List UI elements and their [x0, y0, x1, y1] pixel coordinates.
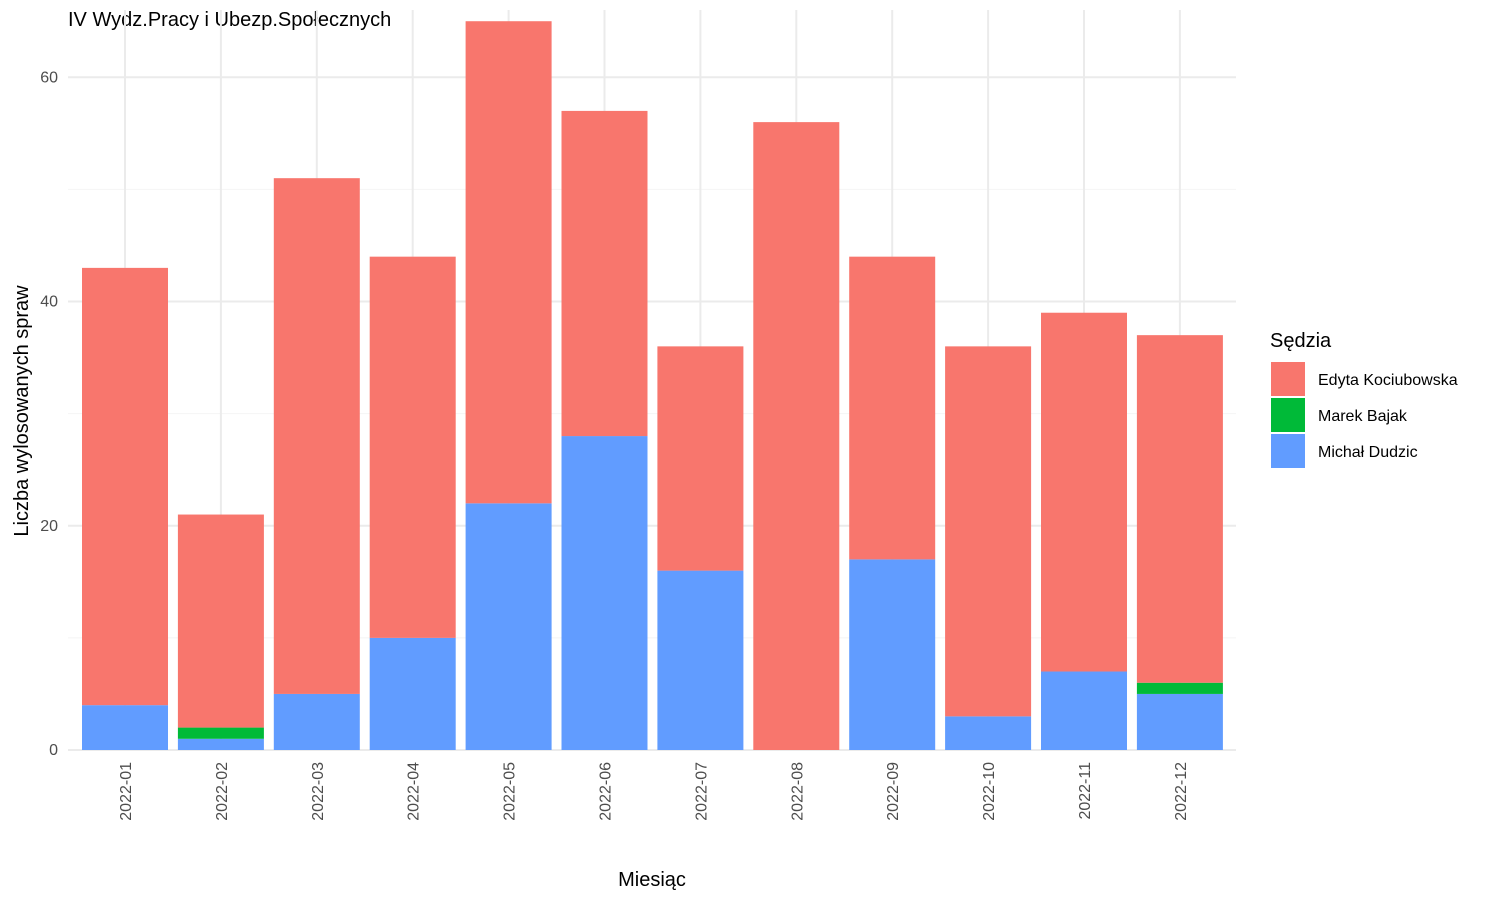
- bar-micha-dudzic-2022-12: [1136, 693, 1223, 750]
- legend-label: Michał Dudzic: [1318, 444, 1418, 461]
- y-axis-ticks: 0 20 40 60: [40, 69, 58, 759]
- x-axis-label: Miesiąc: [618, 869, 686, 891]
- x-tick-label: 2022-01: [118, 762, 135, 821]
- x-axis-ticks: 2022-01 2022-02 2022-03 2022-04 2022-05 2022-…: [118, 762, 1190, 821]
- x-tick-label: 2022-07: [693, 762, 710, 821]
- legend-key: [1271, 362, 1305, 396]
- y-tick-label: 20: [40, 518, 58, 535]
- bar-micha-dudzic-2022-01: [82, 705, 168, 750]
- bar-micha-dudzic-2022-02: [177, 738, 264, 750]
- bar-edyta-kociubowska-2022-01: [82, 267, 168, 706]
- bar-edyta-kociubowska-2022-07: [657, 346, 744, 571]
- bar-micha-dudzic-2022-03: [273, 693, 360, 750]
- x-tick-label: 2022-12: [1173, 762, 1190, 821]
- bar-marek-bajak-2022-02: [177, 727, 264, 739]
- legend-label: Edyta Kociubowska: [1318, 372, 1458, 389]
- bar-micha-dudzic-2022-07: [657, 570, 744, 750]
- bar-edyta-kociubowska-2022-10: [945, 346, 1032, 717]
- x-tick-label: 2022-06: [598, 762, 615, 821]
- bar-micha-dudzic-2022-09: [849, 559, 936, 750]
- bar-edyta-kociubowska-2022-05: [465, 21, 552, 504]
- legend-label: Marek Bajak: [1318, 408, 1408, 425]
- x-tick-label: 2022-02: [214, 762, 231, 821]
- legend-title: Sędzia: [1270, 330, 1332, 352]
- y-tick-label: 40: [40, 294, 58, 311]
- y-tick-label: 60: [40, 69, 58, 86]
- chart-title: IV Wydz.Pracy i Ubezp.Społecznych: [68, 9, 391, 31]
- bar-micha-dudzic-2022-06: [561, 436, 648, 750]
- bar-edyta-kociubowska-2022-08: [753, 122, 840, 750]
- y-axis-label: Liczba wylosowanych spraw: [11, 285, 33, 537]
- bar-micha-dudzic-2022-10: [945, 716, 1032, 750]
- x-tick-label: 2022-03: [310, 762, 327, 821]
- x-tick-label: 2022-09: [885, 762, 902, 821]
- legend: Sędzia Edyta Kociubowska Marek Bajak Micha…: [1270, 330, 1458, 468]
- bar-edyta-kociubowska-2022-12: [1136, 335, 1223, 683]
- bar-micha-dudzic-2022-04: [369, 637, 456, 750]
- x-tick-label: 2022-11: [1077, 762, 1094, 820]
- bar-marek-bajak-2022-12: [1136, 682, 1223, 694]
- x-tick-label: 2022-05: [502, 762, 519, 821]
- bar-edyta-kociubowska-2022-04: [369, 256, 456, 638]
- x-tick-label: 2022-04: [406, 762, 423, 821]
- bar-micha-dudzic-2022-11: [1041, 671, 1127, 750]
- bar-edyta-kociubowska-2022-02: [177, 514, 264, 728]
- legend-key: [1271, 434, 1305, 468]
- y-tick-label: 0: [49, 742, 58, 759]
- x-tick-label: 2022-10: [981, 762, 998, 821]
- bars: [82, 21, 1223, 750]
- x-tick-label: 2022-08: [789, 762, 806, 821]
- bar-edyta-kociubowska-2022-03: [273, 178, 360, 694]
- legend-key: [1271, 398, 1305, 432]
- bar-edyta-kociubowska-2022-09: [849, 256, 936, 560]
- bar-micha-dudzic-2022-05: [465, 503, 552, 750]
- bar-edyta-kociubowska-2022-11: [1041, 312, 1127, 672]
- bar-edyta-kociubowska-2022-06: [561, 110, 648, 437]
